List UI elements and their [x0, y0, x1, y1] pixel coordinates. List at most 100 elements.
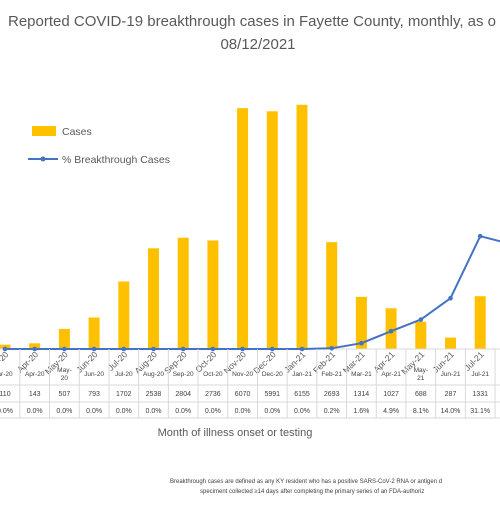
marker-pct [329, 345, 335, 351]
table-cases-cell: 1331 [472, 391, 488, 398]
table-pct-cell: 31.1% [470, 408, 490, 415]
bar-cases [207, 240, 219, 349]
table-header-cell: Dec-20 [262, 371, 283, 378]
bar-cases [415, 321, 427, 349]
bar-cases [88, 317, 100, 349]
marker-pct [477, 233, 483, 239]
table-pct-cell: 0.0% [146, 408, 162, 415]
marker-pct [448, 295, 453, 301]
table-pct-cell: 0.0% [56, 408, 72, 415]
bar-cases [148, 248, 159, 349]
table-cases-cell: 793 [88, 391, 100, 398]
marker-pct [2, 346, 8, 352]
x-axis-title: Month of illness onset or testing [158, 427, 313, 439]
bar-cases [266, 111, 278, 350]
table-cases-cell: 2693 [324, 391, 340, 398]
bar-cases [296, 104, 308, 349]
table-cases-cell: 1027 [383, 391, 399, 398]
table-cases-cell: 2736 [205, 391, 221, 398]
table-header-cell: 21 [417, 375, 425, 382]
bar-cases [474, 296, 486, 349]
table-pct-cell: 0.0% [0, 408, 13, 415]
marker-pct [359, 340, 364, 346]
marker-pct [91, 346, 97, 352]
table-cases-cell: 6070 [235, 391, 251, 398]
table-cases-cell: 688 [415, 391, 427, 398]
legend-pct-label: % Breakthrough Cases [62, 154, 170, 166]
table-pct-cell: 0.0% [235, 408, 251, 415]
table-pct-cell: 0.0% [86, 408, 102, 415]
table-header-cell: May- [414, 367, 428, 374]
bar-cases [355, 296, 367, 349]
table-pct-cell: 0.0% [116, 408, 132, 415]
footnote-line2: speciment collected ≥14 days after compl… [200, 489, 424, 495]
bars-layer [0, 104, 486, 350]
table-header-cell: 20 [61, 375, 69, 382]
table-pct-cell: 14.0% [441, 408, 461, 415]
marker-pct [388, 328, 394, 334]
table-cases-cell: 2538 [146, 391, 162, 398]
legend-cases-swatch [32, 126, 56, 136]
bar-cases [445, 337, 456, 349]
table-header-cell: Sep-20 [173, 371, 194, 378]
legend-pct-swatch-marker [40, 156, 46, 162]
table-cases-cell: 287 [445, 391, 457, 398]
marker-pct [418, 317, 424, 322]
table-header-cell: Mar-21 [351, 371, 372, 378]
table-header-cell: Oct-20 [203, 371, 223, 378]
marker-pct [180, 346, 186, 352]
table-header-cell: Jan-21 [292, 371, 312, 378]
bar-cases [237, 108, 249, 349]
table-pct-cell: 0.0% [294, 408, 310, 415]
legend-cases-label: Cases [62, 126, 92, 138]
x-tick-label: ar-20 [0, 349, 11, 370]
marker-pct [32, 346, 37, 352]
data-table: ar-20Apr-20May-20Jun-20Jul-20Aug-20Sep-2… [0, 349, 500, 419]
table-cases-cell: 2804 [175, 391, 191, 398]
marker-pct [151, 346, 156, 352]
table-pct-cell: 0.0% [175, 408, 191, 415]
table-cases-cell: 143 [29, 391, 41, 398]
table-pct-cell: 8.1% [413, 408, 429, 415]
bar-cases [385, 308, 397, 349]
marker-pct [210, 346, 216, 352]
bar-cases [118, 281, 130, 349]
table-header-cell: Jun-20 [84, 371, 104, 378]
table-header-cell: May- [57, 367, 71, 374]
table-header-cell: Aug-20 [143, 371, 164, 378]
marker-pct [299, 346, 305, 352]
table-pct-cell: 4.9% [383, 408, 399, 415]
table-header-cell: Apr-20 [25, 371, 45, 378]
marker-pct [62, 346, 67, 352]
marker-pct [240, 346, 245, 352]
table-header-cell: Apr-21 [381, 371, 401, 378]
table-pct-cell: 0.0% [205, 408, 221, 415]
table-cases-cell: 5991 [265, 391, 281, 398]
bar-cases [29, 343, 41, 349]
chart-title-line2: 08/12/2021 [220, 36, 295, 53]
table-cases-cell: 110 [0, 391, 11, 398]
bar-cases [58, 328, 70, 349]
table-cases-cell: 1702 [116, 391, 132, 398]
marker-pct [121, 346, 127, 352]
x-tick-label: Aug [498, 349, 500, 367]
chart-title-line1: Reported COVID-19 breakthrough cases in … [8, 13, 496, 30]
marker-pct [270, 346, 275, 352]
table-pct-cell: 0.0% [264, 408, 280, 415]
table-header-cell: Jul-21 [471, 371, 489, 378]
table-header-cell: Nov-20 [232, 371, 253, 378]
table-header-cell: Feb-21 [321, 371, 342, 378]
table-cases-cell: 1314 [354, 391, 370, 398]
table-pct-cell: 0.2% [324, 408, 340, 415]
table-pct-cell: 0.0% [27, 408, 43, 415]
table-header-cell: Jul-20 [115, 371, 133, 378]
footnote-line1: Breakthrough cases are defined as any KY… [170, 479, 442, 485]
table-header-cell: Jun-21 [441, 371, 461, 378]
bar-cases [326, 242, 338, 349]
table-pct-cell: 1.6% [353, 408, 369, 415]
table-cases-cell: 6155 [294, 391, 310, 398]
table-cases-cell: 507 [59, 391, 71, 398]
table-header-cell: ar-20 [0, 371, 13, 378]
